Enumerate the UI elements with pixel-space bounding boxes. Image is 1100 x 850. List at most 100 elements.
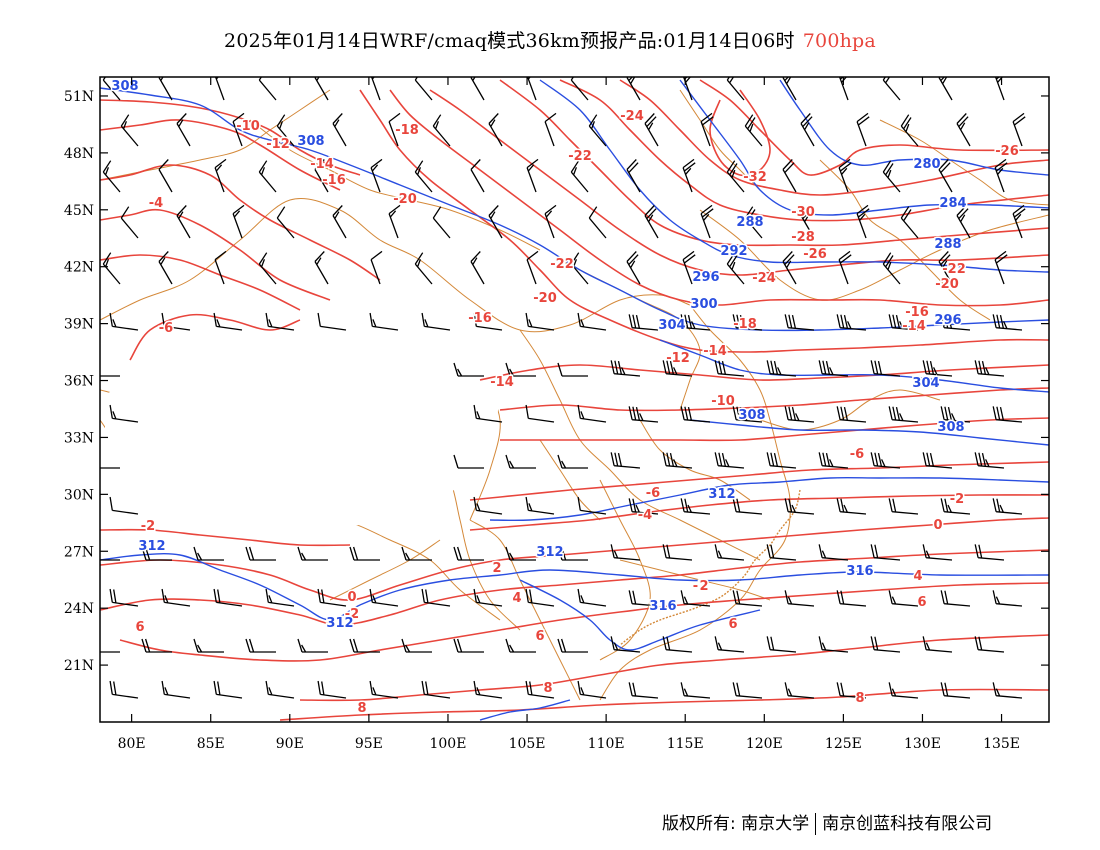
wind-barb (992, 682, 1023, 699)
wind-barb (870, 452, 901, 469)
wind-barb (938, 77, 953, 101)
wind-barb (732, 406, 763, 423)
isotherm (100, 549, 1049, 626)
geopotential-label: 296 (934, 313, 961, 328)
isotherm (100, 99, 361, 176)
wind-barb (940, 406, 971, 423)
wind-barb (610, 452, 641, 469)
temperature-contours (100, 79, 1049, 721)
temperature-label: 0 (347, 590, 356, 605)
wind-barb (505, 546, 536, 561)
axis-ticks: 51N 48N 45N 42N 39N 36N 33N 30N 27N 24N 21N 80E 85E 9… (64, 77, 1049, 752)
lon-tick-label: 130E (904, 736, 941, 752)
wind-barb (888, 590, 919, 607)
wind-barb (109, 588, 139, 607)
wind-barb (870, 360, 901, 377)
height-contour (679, 79, 1049, 216)
pressure-level: 700hpa (802, 30, 876, 52)
geopotential-labels: 2802842882882922962963003043043083083083… (110, 78, 968, 633)
temperature-label: -12 (266, 137, 290, 152)
wind-barb (577, 404, 607, 423)
wind-barb (726, 160, 745, 193)
lon-tick-label: 125E (825, 736, 862, 752)
wind-barb (525, 680, 555, 699)
isotherm (100, 208, 331, 301)
temperature-label: -2 (141, 519, 155, 534)
wind-barb (732, 498, 763, 515)
wind-barb (922, 452, 953, 469)
temperature-label: 2 (699, 579, 708, 594)
footer-divider (815, 813, 817, 835)
wind-barb (473, 588, 503, 607)
height-contour (489, 476, 1049, 522)
wind-barb (888, 406, 919, 423)
wind-barb (628, 682, 659, 699)
wind-barb (974, 360, 1005, 377)
wind-barb (161, 680, 191, 699)
wind-barb (800, 113, 815, 147)
wind-barb (505, 638, 536, 653)
wind-barb (161, 312, 191, 331)
temperature-label: -6 (646, 486, 660, 501)
wind-barb (332, 113, 347, 147)
lat-tick-label: 45N (64, 203, 94, 219)
boundary-line (469, 519, 581, 701)
temperature-label: -6 (850, 447, 864, 462)
lon-tick-label: 120E (746, 736, 783, 752)
boundary-line (100, 89, 331, 181)
isotherm (100, 164, 381, 281)
wind-barb (726, 252, 745, 285)
wind-barb (414, 77, 433, 101)
temperature-label: -20 (533, 291, 557, 306)
isotherm (699, 79, 1049, 176)
lat-tick-label: 30N (64, 487, 94, 503)
wind-barb (314, 251, 329, 285)
wind-barb (628, 498, 659, 515)
wind-barb (297, 638, 328, 653)
isotherm (100, 119, 341, 191)
wind-barb (265, 312, 295, 331)
wind-barb (680, 314, 711, 331)
lon-tick-label: 115E (667, 736, 704, 752)
wind-barb (525, 496, 555, 515)
wind-barb (141, 638, 172, 653)
height-contour (479, 699, 571, 721)
wind-barb (888, 682, 919, 699)
wind-barb (414, 252, 433, 285)
temperature-label: 0 (933, 518, 942, 533)
isotherm (100, 254, 301, 311)
wind-barb (473, 404, 503, 423)
wind-barb (992, 590, 1023, 607)
lon-tick-label: 135E (983, 736, 1020, 752)
wind-barb (680, 406, 711, 423)
wind-barb (974, 452, 1005, 469)
temperature-label: -14 (310, 157, 334, 172)
wind-barb (232, 204, 245, 239)
wind-barb (258, 160, 277, 193)
temperature-label: -24 (752, 271, 776, 286)
lat-tick-label: 42N (64, 260, 94, 276)
temperature-label: -28 (791, 230, 815, 245)
wind-barb (297, 546, 328, 561)
temperature-label: -10 (236, 119, 260, 134)
geopotential-label: 280 (913, 157, 940, 172)
wind-barb (100, 651, 120, 653)
wind-barb (470, 159, 485, 193)
isotherm (279, 688, 1049, 721)
wind-barb (700, 204, 714, 239)
lon-tick-label: 80E (118, 736, 146, 752)
wind-barb (732, 314, 763, 331)
temperature-label: 4 (913, 569, 922, 584)
wind-barb (682, 77, 693, 101)
wind-barbs (100, 77, 1026, 699)
wind-barb (818, 544, 849, 561)
lon-tick-label: 105E (509, 736, 546, 752)
wind-barb (473, 496, 503, 515)
wind-barb (193, 546, 224, 561)
isotherm (299, 634, 1049, 702)
isotherm (129, 313, 301, 361)
isotherm (389, 89, 1049, 307)
wind-barb (349, 638, 380, 653)
wind-barb (453, 362, 484, 377)
wind-barb (265, 680, 295, 699)
